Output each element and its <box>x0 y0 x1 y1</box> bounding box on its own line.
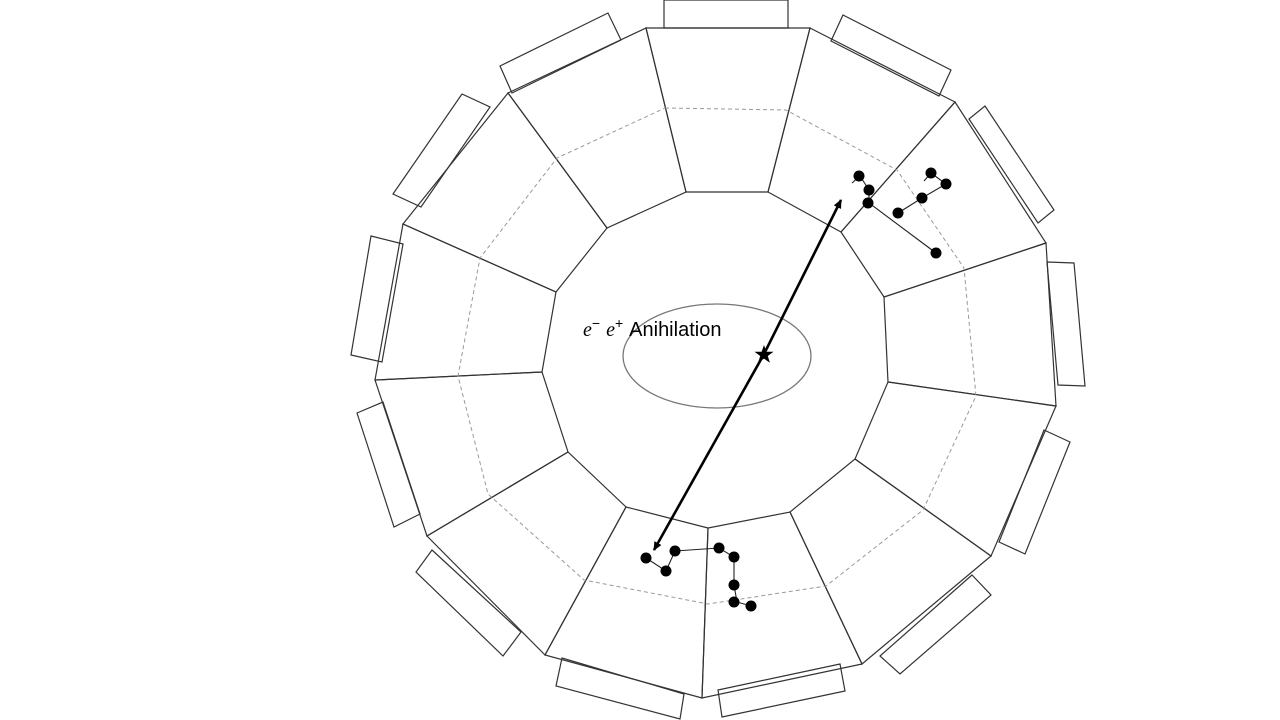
annihilation-label: e− e+ Anihilation <box>583 315 721 341</box>
electron-symbol: e <box>583 319 592 341</box>
hit-dot <box>925 167 937 179</box>
hit-dot <box>916 192 928 204</box>
outer-module <box>499 12 622 94</box>
dashed-layer-ring <box>457 107 977 605</box>
hit-dot <box>728 551 740 563</box>
outer-module <box>555 657 685 720</box>
positron-symbol: e <box>606 319 615 341</box>
photon-track-up <box>762 199 843 355</box>
outer-module <box>663 0 789 29</box>
segment-bottom-left <box>544 506 709 699</box>
hit-dot <box>940 178 952 190</box>
segment-lower-left <box>426 451 627 656</box>
outer-module <box>717 663 846 718</box>
segment-bottom-right <box>789 458 992 665</box>
segment-bottom <box>701 511 863 699</box>
segment-top-left-2 <box>507 27 687 229</box>
photon-track-down <box>652 353 766 551</box>
outer-module <box>879 574 992 675</box>
hit-dot <box>853 170 865 182</box>
hit-dot <box>669 545 681 557</box>
hit-dot <box>863 184 875 196</box>
shower-hits-upper <box>851 167 952 259</box>
outer-module <box>350 235 404 363</box>
outer-module <box>968 105 1055 224</box>
segment-left <box>374 371 569 537</box>
electron-sign: − <box>592 315 600 331</box>
hit-dot <box>640 552 652 564</box>
outer-module <box>392 93 491 208</box>
segment-top-right <box>767 27 956 233</box>
calorimeter-segments <box>374 27 1057 699</box>
annihilation-word: Anihilation <box>629 319 721 341</box>
hit-dot <box>862 197 874 209</box>
segment-lower-right <box>854 381 1057 557</box>
outer-module <box>1046 261 1086 387</box>
beam-spot-ellipse <box>622 303 812 409</box>
segment-right <box>883 242 1057 407</box>
outer-module <box>830 14 952 97</box>
hit-dot <box>745 600 757 612</box>
segment-top-left <box>402 92 608 293</box>
hit-dot <box>728 596 740 608</box>
shower-hits-lower <box>640 542 757 612</box>
hit-dot <box>728 579 740 591</box>
svg-text:e−e+Anihilation: e− e+ Anihilation <box>583 315 721 341</box>
hit-dot <box>892 207 904 219</box>
hit-dot <box>930 247 942 259</box>
positron-sign: + <box>615 315 623 331</box>
outer-module <box>415 549 522 657</box>
outer-modules <box>350 0 1086 720</box>
hit-dot <box>660 565 672 577</box>
hit-dot <box>713 542 725 554</box>
outer-module <box>998 429 1071 555</box>
vertex-star-icon <box>754 345 774 363</box>
